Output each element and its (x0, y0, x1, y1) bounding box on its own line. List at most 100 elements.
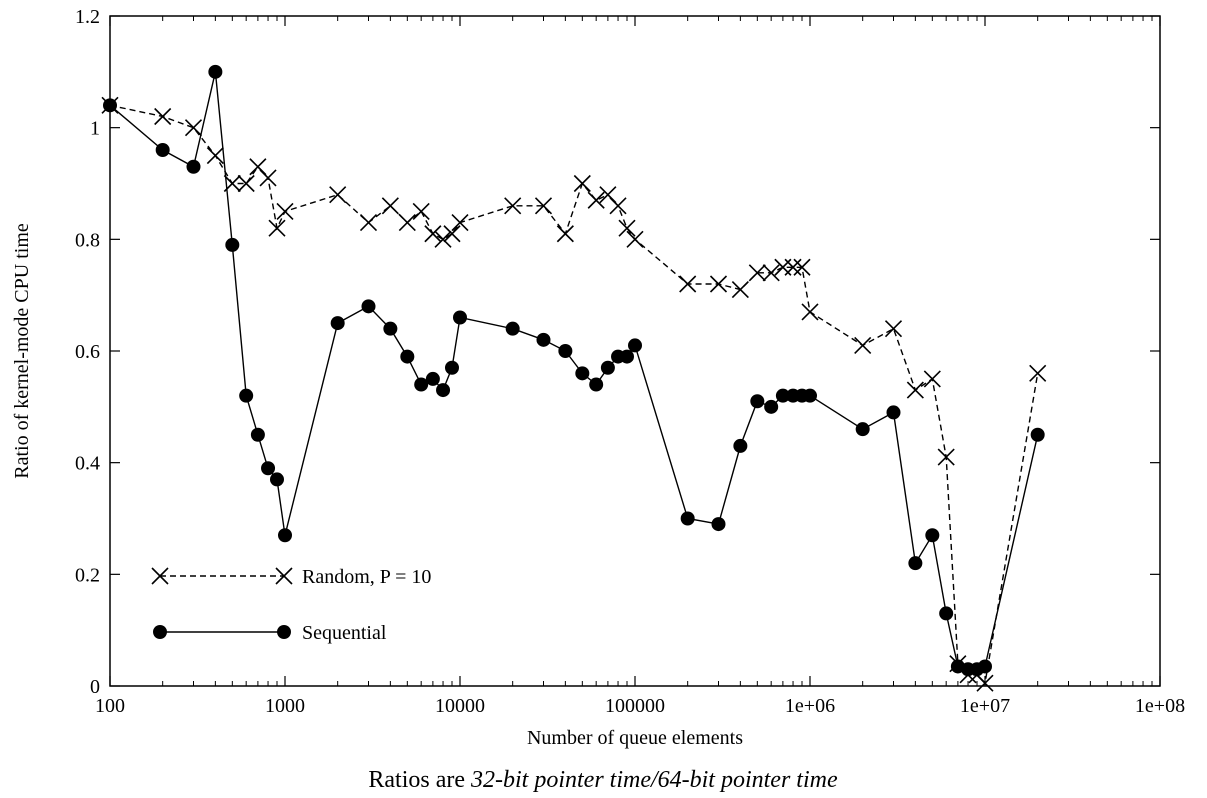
data-point-circle (908, 556, 923, 571)
data-point-cross (884, 320, 903, 338)
cross-stroke (151, 567, 169, 585)
y-tick-label: 0.8 (75, 229, 100, 251)
cross-stroke (1029, 364, 1047, 382)
cross-stroke (709, 275, 728, 293)
data-point-cross (268, 219, 286, 237)
x-axis-label: Number of queue elements (527, 727, 743, 749)
data-point-circle (436, 383, 451, 398)
data-point-cross (412, 202, 430, 220)
data-point-cross (731, 281, 749, 299)
data-point-cross (784, 258, 802, 276)
data-point-cross (626, 230, 644, 248)
data-point-circle (628, 338, 642, 353)
data-point-circle (361, 299, 376, 314)
data-point-cross (937, 448, 955, 466)
series-sequential (103, 64, 1045, 677)
y-axis: 0 0.2 0.4 0.6 0.8 1 1.2 (75, 6, 1160, 698)
caption-prefix: Ratios are (368, 767, 471, 793)
data-point-cross (748, 264, 766, 282)
cross-stroke (206, 147, 224, 165)
x-tick-label: 100 (95, 695, 125, 717)
cross-stroke (259, 169, 277, 187)
data-point-cross (587, 191, 605, 209)
legend-label: Sequential (302, 622, 387, 644)
cross-stroke (424, 225, 442, 243)
data-point-circle (855, 422, 870, 437)
data-point-cross (801, 303, 819, 321)
y-tick-label: 0.6 (75, 341, 100, 363)
data-point-circle (886, 405, 901, 420)
data-point-circle (186, 159, 201, 174)
data-point-circle (414, 377, 429, 392)
cross-stroke (184, 119, 203, 137)
cross-stroke (618, 219, 636, 237)
cross-stroke (906, 381, 924, 399)
caption-emphasis: 32-bit pointer time/64-bit pointer time (470, 767, 838, 793)
data-point-circle (453, 310, 467, 325)
y-tick-label: 0.4 (75, 453, 100, 475)
data-point-circle (505, 321, 520, 336)
data-point-circle (589, 377, 604, 392)
data-point-cross (534, 197, 553, 215)
cross-stroke (237, 174, 255, 193)
data-point-circle (803, 388, 817, 403)
cross-stroke (976, 674, 994, 692)
data-point-cross (679, 275, 697, 293)
cross-stroke (884, 320, 903, 338)
y-tick-label: 1 (90, 118, 100, 140)
cross-stroke (381, 197, 399, 215)
cross-stroke (268, 219, 286, 237)
data-point-circle (600, 360, 615, 375)
data-point-circle (155, 143, 170, 157)
data-point-circle (1030, 427, 1045, 442)
data-point-circle (103, 98, 117, 113)
data-point-circle (764, 399, 779, 414)
data-point-cross (618, 219, 636, 237)
cross-stroke (937, 448, 955, 466)
data-point-circle (750, 394, 765, 409)
series-layer (101, 64, 1047, 692)
cross-stroke (762, 264, 780, 282)
x-tick-label: 1e+08 (1135, 695, 1185, 717)
data-point-circle (939, 606, 954, 621)
series-line (109, 71, 1039, 670)
data-point-cross (259, 169, 277, 187)
cross-stroke (793, 258, 811, 276)
data-point-cross (329, 186, 347, 204)
cross-stroke (359, 214, 378, 232)
cross-stroke (599, 186, 617, 204)
data-point-cross (359, 214, 378, 232)
chart-caption: Ratios are 32-bit pointer time/64-bit po… (368, 767, 838, 793)
cross-stroke (329, 186, 347, 204)
cross-stroke (398, 214, 416, 232)
cross-stroke (451, 214, 469, 232)
data-point-circle (978, 659, 992, 674)
data-point-cross (237, 174, 255, 193)
legend-item: Random, P = 10 (151, 566, 431, 588)
legend: Random, P = 10 Sequential (151, 566, 431, 644)
data-point-circle (250, 427, 265, 442)
data-point-circle (208, 64, 223, 79)
cross-stroke (154, 107, 172, 126)
data-point-circle (330, 316, 345, 331)
cross-stroke (276, 202, 294, 220)
data-point-cross (556, 225, 574, 243)
y-tick-label: 1.2 (75, 6, 100, 28)
data-point-circle (536, 332, 551, 347)
cross-stroke (573, 174, 591, 193)
data-point-circle (925, 528, 940, 543)
data-point-cross (154, 107, 172, 126)
data-point-circle (619, 349, 634, 364)
cross-stroke (534, 197, 553, 215)
data-point-cross (762, 264, 780, 282)
data-point-circle (444, 360, 459, 375)
data-point-circle (733, 438, 748, 453)
data-point-cross (434, 230, 452, 248)
data-point-circle (711, 517, 726, 532)
data-point-circle (153, 625, 167, 639)
cross-stroke (748, 264, 766, 282)
y-tick-label: 0 (90, 676, 100, 698)
cross-stroke (434, 230, 452, 248)
legend-item: Sequential (153, 622, 387, 644)
